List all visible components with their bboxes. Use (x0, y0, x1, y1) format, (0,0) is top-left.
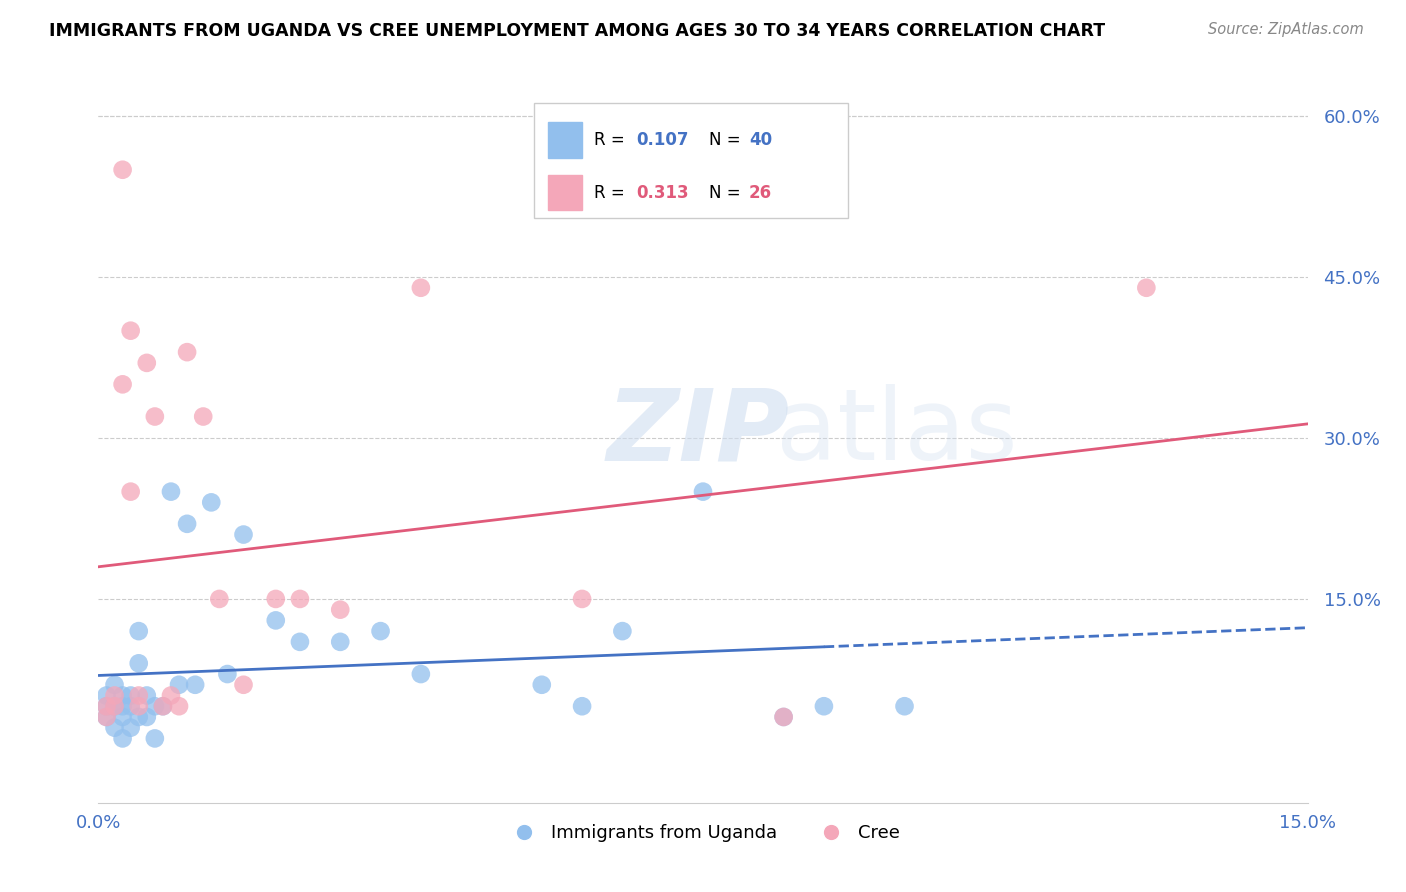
Point (264, 591, 287, 606)
Point (111, 710, 134, 724)
Point (200, 495, 222, 509)
Text: 26: 26 (749, 184, 772, 202)
Point (128, 710, 150, 724)
Point (409, 281, 432, 295)
Point (692, 484, 714, 499)
Point (103, 699, 125, 714)
Point (111, 162, 134, 177)
Point (96, 699, 118, 714)
Point (329, 602, 352, 616)
Point (288, 591, 311, 606)
Point (111, 699, 134, 714)
Point (152, 699, 174, 714)
Point (329, 635, 352, 649)
Point (176, 345, 198, 359)
Text: ZIP: ZIP (606, 384, 789, 481)
Point (135, 356, 157, 370)
Point (264, 614, 287, 628)
Point (103, 699, 125, 714)
Point (208, 591, 231, 606)
Point (143, 409, 166, 424)
Point (571, 699, 593, 714)
Point (128, 689, 150, 703)
Text: N =: N = (709, 184, 747, 202)
Point (160, 689, 183, 703)
Point (135, 689, 157, 703)
Point (1135, 281, 1157, 295)
Text: atlas: atlas (776, 384, 1017, 481)
Point (143, 699, 166, 714)
Point (103, 689, 125, 703)
Point (111, 689, 134, 703)
Bar (548, 122, 582, 158)
Text: N =: N = (709, 131, 747, 149)
Point (103, 678, 125, 692)
Point (160, 484, 183, 499)
Text: 40: 40 (749, 131, 772, 149)
Point (120, 689, 142, 703)
Text: 0.107: 0.107 (637, 131, 689, 149)
Point (813, 699, 835, 714)
Text: IMMIGRANTS FROM UGANDA VS CREE UNEMPLOYMENT AMONG AGES 30 TO 34 YEARS CORRELATIO: IMMIGRANTS FROM UGANDA VS CREE UNEMPLOYM… (49, 22, 1105, 40)
Point (370, 624, 392, 639)
Point (571, 591, 593, 606)
Point (120, 484, 142, 499)
Point (772, 710, 794, 724)
Point (103, 721, 125, 735)
Point (111, 377, 134, 392)
Point (184, 678, 207, 692)
Point (176, 516, 198, 531)
Point (167, 699, 190, 714)
Point (96, 710, 118, 724)
Point (530, 678, 553, 692)
Point (193, 409, 215, 424)
Point (135, 710, 157, 724)
Point (152, 699, 174, 714)
Text: 0.313: 0.313 (637, 184, 689, 202)
Point (893, 699, 915, 714)
Point (232, 678, 254, 692)
Text: Source: ZipAtlas.com: Source: ZipAtlas.com (1208, 22, 1364, 37)
Point (96, 699, 118, 714)
Point (111, 731, 134, 746)
Point (143, 731, 166, 746)
Bar (548, 175, 582, 211)
Point (232, 527, 254, 541)
Point (120, 324, 142, 338)
Text: R =: R = (595, 131, 630, 149)
Point (217, 667, 239, 681)
Point (167, 678, 190, 692)
Point (96, 689, 118, 703)
Text: R =: R = (595, 184, 630, 202)
Legend: Immigrants from Uganda, Cree: Immigrants from Uganda, Cree (499, 817, 907, 849)
Point (128, 657, 150, 671)
Point (288, 635, 311, 649)
Point (612, 624, 634, 639)
Point (128, 624, 150, 639)
Point (128, 699, 150, 714)
FancyBboxPatch shape (534, 103, 848, 218)
Point (409, 667, 432, 681)
Point (120, 699, 142, 714)
Point (96, 710, 118, 724)
Point (772, 710, 794, 724)
Point (120, 721, 142, 735)
